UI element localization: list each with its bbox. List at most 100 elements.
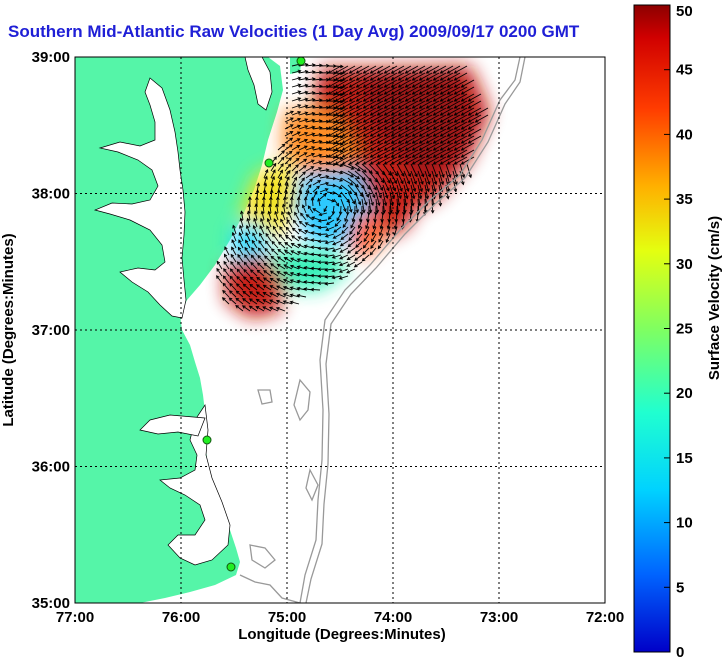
velocity-arrow — [389, 198, 392, 213]
velocity-arrow-head — [446, 147, 451, 151]
velocity-arrow — [276, 293, 286, 298]
velocity-arrow — [305, 133, 315, 137]
velocity-arrow-head — [277, 241, 282, 245]
velocity-arrow-head — [318, 167, 323, 171]
velocity-arrow-head — [411, 126, 416, 130]
velocity-arrow — [249, 284, 258, 291]
velocity-arrow-head — [222, 289, 226, 294]
velocity-arrow-head — [339, 249, 344, 253]
velocity-arrow-head — [258, 239, 262, 244]
velocity-arrow — [370, 107, 384, 116]
velocity-arrow — [405, 142, 419, 151]
velocity-arrow — [305, 78, 315, 81]
velocity-arrow — [433, 65, 447, 74]
velocity-arrow-head — [280, 163, 284, 167]
velocity-arrow-head — [281, 210, 285, 215]
velocity-arrow — [363, 107, 377, 116]
velocity-arrow — [440, 149, 454, 158]
velocity-arrow-head — [363, 238, 368, 243]
velocity-arrow-head — [446, 195, 450, 200]
velocity-arrow — [333, 121, 343, 124]
velocity-arrow-head — [383, 70, 388, 74]
velocity-arrow-head — [275, 203, 279, 208]
velocity-arrow — [403, 184, 408, 199]
velocity-arrow-head — [303, 145, 308, 149]
velocity-arrow-head — [222, 275, 227, 280]
velocity-arrow — [312, 208, 321, 214]
velocity-arrow-head — [256, 276, 261, 281]
velocity-arrow-head — [346, 250, 351, 254]
velocity-arrow — [263, 169, 269, 179]
velocity-arrow-head — [317, 267, 322, 272]
velocity-arrow — [270, 169, 276, 179]
velocity-arrow-head — [474, 119, 479, 123]
velocity-arrow — [431, 177, 436, 192]
velocity-arrow — [363, 86, 377, 95]
velocity-arrow-head — [324, 240, 329, 245]
velocity-arrow-head — [430, 209, 435, 214]
velocity-arrow-head — [418, 105, 423, 109]
velocity-arrow-head — [362, 161, 367, 165]
velocity-arrow — [245, 232, 251, 242]
velocity-arrow — [426, 86, 440, 95]
velocity-arrow-head — [404, 70, 409, 74]
velocity-arrow — [440, 93, 454, 102]
velocity-arrow — [371, 233, 377, 242]
velocity-arrow — [340, 170, 354, 178]
velocity-arrow-head — [339, 135, 344, 139]
velocity-arrow — [325, 282, 335, 285]
velocity-arrow-head — [267, 210, 272, 215]
velocity-arrow — [268, 211, 272, 221]
velocity-arrow — [328, 65, 342, 74]
velocity-arrow-head — [453, 98, 458, 102]
colorbar-tick-label: 35 — [676, 191, 693, 208]
velocity-arrow-head — [241, 305, 246, 309]
velocity-arrow-head — [310, 266, 315, 271]
velocity-arrow — [447, 100, 461, 109]
velocity-arrow-head — [410, 202, 415, 207]
velocity-arrow-head — [275, 306, 280, 311]
velocity-arrow — [318, 226, 328, 229]
velocity-arrow-head — [303, 158, 308, 163]
velocity-arrow-head — [297, 83, 302, 88]
velocity-arrow-head — [398, 195, 402, 200]
velocity-arrow — [238, 239, 244, 249]
velocity-arrow-head — [235, 283, 240, 287]
velocity-arrow — [278, 234, 286, 242]
velocity-arrow — [294, 212, 300, 221]
velocity-arrow — [287, 211, 293, 221]
velocity-arrow — [298, 228, 307, 235]
velocity-arrows — [216, 62, 489, 312]
velocity-arrow-head — [460, 154, 465, 158]
velocity-arrow — [379, 226, 384, 236]
velocity-arrow-head — [439, 84, 444, 88]
velocity-arrow-head — [245, 239, 249, 244]
velocity-arrow-head — [467, 140, 472, 144]
velocity-arrow — [243, 276, 251, 284]
velocity-arrow-head — [317, 218, 322, 223]
velocity-arrow — [328, 135, 342, 144]
velocity-arrow — [419, 93, 433, 102]
velocity-arrow — [344, 212, 349, 222]
velocity-arrow — [257, 262, 265, 270]
velocity-arrow-head — [446, 126, 451, 130]
velocity-arrow — [276, 307, 286, 312]
velocity-arrow — [249, 291, 258, 298]
velocity-arrow — [298, 77, 308, 81]
velocity-arrow — [326, 191, 336, 194]
velocity-arrow-head — [339, 92, 344, 97]
velocity-arrow — [298, 165, 307, 172]
velocity-arrow — [229, 283, 237, 291]
velocity-arrow-head — [339, 242, 344, 247]
velocity-arrow — [335, 121, 349, 130]
velocity-arrow-head — [304, 111, 309, 115]
velocity-arrow — [243, 261, 251, 270]
velocity-arrow-head — [432, 98, 437, 102]
velocity-arrow — [347, 254, 356, 260]
velocity-arrow-head — [418, 70, 423, 74]
velocity-arrow-head — [434, 173, 438, 178]
velocity-arrow — [263, 270, 272, 277]
velocity-arrow — [368, 177, 377, 190]
velocity-arrow — [284, 150, 293, 158]
velocity-arrow-head — [432, 133, 437, 137]
